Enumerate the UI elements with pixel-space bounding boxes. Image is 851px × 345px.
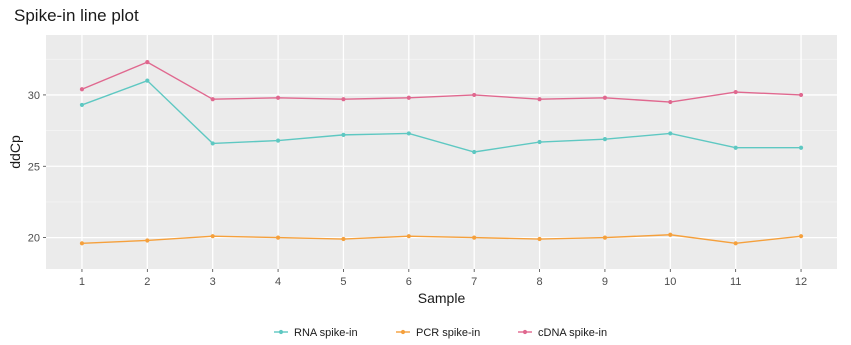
legend-item-cdna-spike-in: cDNA spike-in (518, 327, 607, 339)
data-point-cdna-spike-in (602, 95, 608, 100)
data-point-cdna-spike-in (275, 95, 281, 100)
data-point-pcr-spike-in (733, 241, 738, 246)
x-tick-label: 3 (210, 276, 216, 288)
series-line-pcr-spike-in (81, 234, 802, 245)
data-point-cdna-spike-in (341, 97, 346, 102)
x-tick-label: 6 (406, 276, 412, 288)
data-point-rna-spike-in (406, 131, 411, 136)
data-point-rna-spike-in (145, 78, 150, 83)
data-point-pcr-spike-in (472, 235, 477, 240)
data-point-pcr-spike-in (798, 234, 804, 239)
legend-label: PCR spike-in (416, 327, 480, 339)
data-point-rna-spike-in (472, 149, 477, 155)
data-point-pcr-spike-in (145, 238, 150, 243)
x-tick-label: 2 (144, 276, 150, 288)
data-point-pcr-spike-in (275, 235, 281, 240)
y-tick-label: 30 (28, 90, 40, 102)
x-tick-label: 1 (79, 276, 85, 288)
y-tick-label: 25 (28, 161, 40, 173)
data-point-pcr-spike-in (210, 234, 215, 239)
x-tick-label: 4 (275, 276, 281, 288)
data-point-cdna-spike-in (472, 92, 477, 98)
legend-item-rna-spike-in: RNA spike-in (274, 327, 358, 339)
x-tick-label: 9 (602, 276, 608, 288)
x-axis-title: Sample (418, 290, 466, 306)
data-point-cdna-spike-in (668, 99, 673, 105)
data-point-cdna-spike-in (406, 95, 411, 100)
x-tick-label: 10 (664, 276, 676, 288)
data-point-pcr-spike-in (602, 235, 608, 240)
data-point-rna-spike-in (798, 145, 804, 150)
y-axis-title: ddCp (7, 135, 23, 169)
data-point-cdna-spike-in (79, 87, 85, 92)
data-point-cdna-spike-in (210, 97, 215, 102)
chart-title: Spike-in line plot (14, 6, 139, 25)
data-point-pcr-spike-in (79, 241, 85, 246)
x-axis: 1 2 3 4 5 6 7 8 9 10 11 12 (79, 269, 807, 288)
data-point-cdna-spike-in (145, 60, 150, 65)
series-pcr-spike-in (79, 232, 804, 246)
data-point-pcr-spike-in (406, 234, 411, 239)
x-tick-label: 7 (471, 276, 477, 288)
y-tick-label: 20 (28, 233, 40, 245)
data-point-rna-spike-in (210, 141, 215, 146)
series-cdna-spike-in (79, 60, 804, 105)
data-point-cdna-spike-in (798, 92, 804, 98)
legend-label: cDNA spike-in (538, 327, 607, 339)
data-point-rna-spike-in (537, 139, 542, 145)
minor-gridlines (46, 58, 837, 203)
legend-key-point (522, 329, 528, 335)
data-point-rna-spike-in (602, 137, 608, 142)
data-point-pcr-spike-in (668, 232, 673, 237)
data-point-rna-spike-in (341, 132, 346, 137)
legend: RNA spike-in PCR spike-in cDNA spike-in (274, 327, 607, 339)
series-layer (79, 60, 804, 246)
legend-label: RNA spike-in (294, 327, 358, 339)
x-tick-label: 8 (536, 276, 542, 288)
series-line-rna-spike-in (81, 79, 802, 153)
data-point-pcr-spike-in (537, 236, 542, 242)
plot-panel (46, 35, 837, 269)
data-point-pcr-spike-in (341, 236, 346, 242)
x-tick-label: 11 (730, 276, 741, 288)
data-point-rna-spike-in (668, 131, 673, 136)
data-point-rna-spike-in (733, 145, 738, 150)
series-rna-spike-in (79, 78, 804, 155)
series-line-cdna-spike-in (81, 61, 802, 103)
x-tick-label: 5 (340, 276, 346, 288)
data-point-cdna-spike-in (733, 89, 738, 95)
data-point-cdna-spike-in (537, 97, 542, 102)
data-point-rna-spike-in (79, 102, 85, 108)
x-tick-label: 12 (795, 276, 807, 288)
y-axis: 20 25 30 (28, 90, 46, 245)
legend-item-pcr-spike-in: PCR spike-in (396, 327, 480, 339)
legend-key-point (400, 329, 406, 335)
data-point-rna-spike-in (275, 138, 281, 143)
legend-key-point (278, 329, 284, 335)
